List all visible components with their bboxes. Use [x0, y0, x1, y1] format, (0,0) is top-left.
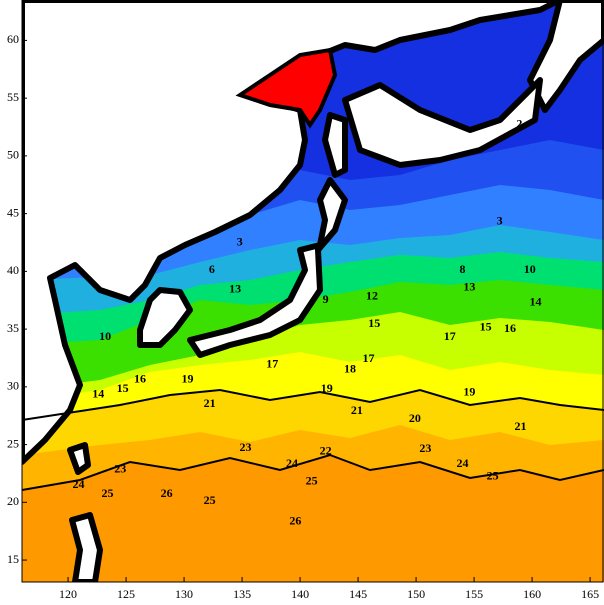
- contour-label: 25: [204, 493, 216, 507]
- contour-label: 21: [351, 403, 363, 417]
- y-tick-label: 45: [7, 205, 19, 219]
- contour-label: 13: [463, 279, 475, 293]
- y-tick-label: 55: [7, 90, 19, 104]
- contour-label: 3: [497, 213, 503, 227]
- temperature-field: [22, 0, 604, 582]
- contour-label: 15: [480, 320, 492, 334]
- contour-label: 13: [229, 282, 241, 296]
- contour-label: 19: [463, 384, 475, 398]
- x-tick-label: 130: [175, 587, 193, 601]
- contour-label: 19: [182, 372, 194, 386]
- y-tick-label: 25: [7, 436, 19, 450]
- x-tick-label: 160: [523, 587, 541, 601]
- contour-label: 24: [72, 477, 84, 491]
- y-tick-label: 50: [7, 148, 19, 162]
- contour-label: 24: [286, 456, 298, 470]
- land: [22, 0, 604, 582]
- contour-label: 12: [366, 289, 378, 303]
- contour-label: 23: [419, 441, 431, 455]
- contour-label: 14: [530, 294, 542, 308]
- contour-label: 25: [101, 486, 113, 500]
- contour-label: 14: [92, 387, 104, 401]
- contour-label: 15: [117, 381, 129, 395]
- contour-label: 2: [516, 116, 522, 130]
- y-tick-label: 60: [7, 32, 19, 46]
- y-tick-label: 35: [7, 321, 19, 335]
- plot-frame: [21, 0, 604, 583]
- x-tick-label: 120: [59, 587, 77, 601]
- contour-label: 8: [459, 262, 465, 276]
- contour-label: 26: [161, 486, 173, 500]
- x-tick-label: 150: [407, 587, 425, 601]
- contour-label: 21: [514, 419, 526, 433]
- contour-label: 6: [209, 262, 215, 276]
- contour-label: 17: [444, 329, 456, 343]
- contour-label: 3: [237, 234, 243, 248]
- y-tick-label: 20: [7, 494, 19, 508]
- contour-label: 21: [204, 396, 216, 410]
- axes: 120 125 130 135 140 145 150 155 160 1651520253035…: [7, 32, 599, 601]
- contour-label: 18: [344, 361, 356, 375]
- contour-labels: 2119171615141310832202119181723242522232…: [72, 116, 541, 527]
- contour-label: 20: [409, 411, 421, 425]
- contour-label: 9: [323, 292, 329, 306]
- contour-label: 22: [320, 443, 332, 457]
- x-tick-label: 145: [349, 587, 367, 601]
- contour-label: 10: [99, 329, 111, 343]
- contour-label: 25: [306, 473, 318, 487]
- contour-label: 25: [487, 469, 499, 483]
- x-tick-label: 165: [581, 587, 599, 601]
- x-tick-label: 125: [117, 587, 135, 601]
- y-tick-label: 15: [7, 552, 19, 566]
- contour-label: 16: [134, 372, 146, 386]
- contour-label: 23: [240, 440, 252, 454]
- x-tick-label: 140: [291, 587, 309, 601]
- contour-label: 10: [524, 262, 536, 276]
- contour-label: 19: [321, 381, 333, 395]
- contour-label: 17: [266, 357, 278, 371]
- ice-region: [235, 47, 338, 129]
- contour-label: 24: [456, 456, 468, 470]
- y-tick-label: 30: [7, 379, 19, 393]
- contour-label: 26: [289, 514, 301, 528]
- y-tick-label: 40: [7, 263, 19, 277]
- contour-label: 23: [114, 462, 126, 476]
- contour-lines: [22, 388, 604, 491]
- x-tick-label: 155: [465, 587, 483, 601]
- contour-label: 16: [504, 321, 516, 335]
- x-tick-label: 135: [233, 587, 251, 601]
- contour-label: 15: [368, 316, 380, 330]
- contour-label: 17: [363, 351, 375, 365]
